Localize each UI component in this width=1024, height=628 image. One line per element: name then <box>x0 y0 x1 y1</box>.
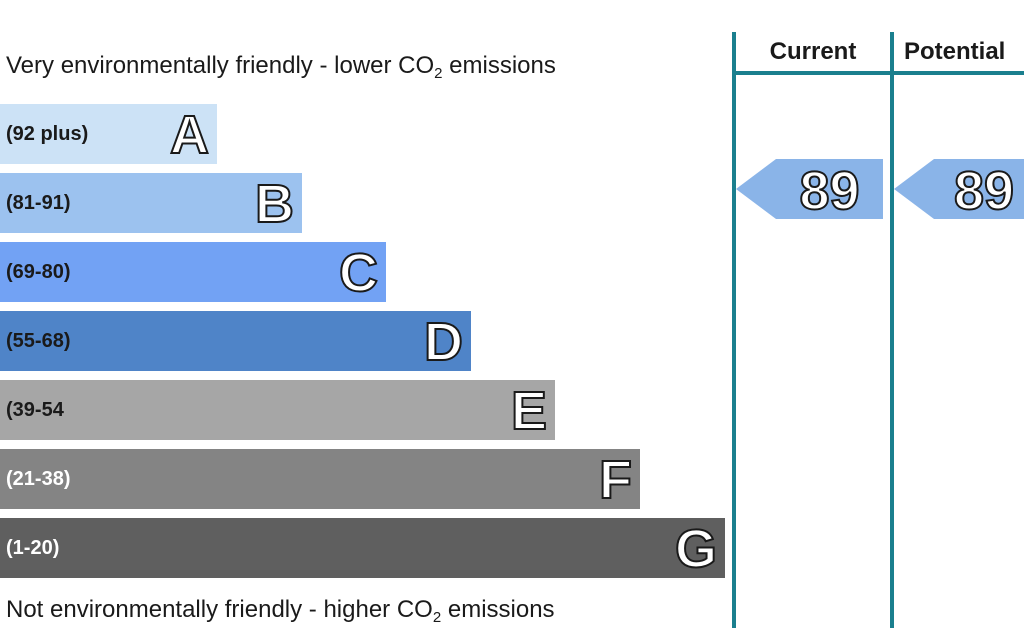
band-range-label: (21-38) <box>6 468 71 490</box>
band-range-label: (1-20) <box>6 537 60 559</box>
band-letter: E <box>510 380 548 442</box>
current-column-header: Current <box>769 38 857 65</box>
column-divider-middle <box>890 32 894 628</box>
potential-rating-value: 89 <box>953 160 1015 221</box>
band-range-label: (39-54 <box>6 399 64 421</box>
band-b: (81-91) B <box>0 173 302 235</box>
band-letter: B <box>254 173 295 235</box>
band-c: (69-80) C <box>0 242 386 304</box>
band-range-label: (69-80) <box>6 261 71 283</box>
band-letter: F <box>598 449 633 511</box>
band-d: (55-68) D <box>0 311 471 373</box>
band-range-label: (55-68) <box>6 330 71 352</box>
band-range-label: (81-91) <box>6 192 71 214</box>
band-letter: C <box>338 242 379 304</box>
top-caption: Very environmentally friendly - lower CO… <box>6 52 556 82</box>
band-e: (39-54 E <box>0 380 555 442</box>
bottom-caption: Not environmentally friendly - higher CO… <box>6 596 555 626</box>
band-g: (1-20) G <box>0 518 725 580</box>
potential-rating-indicator: 89 <box>894 159 1024 219</box>
current-rating-indicator: 89 <box>736 159 883 219</box>
band-a: (92 plus) A <box>0 104 217 166</box>
column-divider-left <box>732 32 736 628</box>
band-letter: G <box>674 518 718 580</box>
band-letter: A <box>169 104 210 166</box>
current-rating-value: 89 <box>798 160 860 221</box>
header-underline <box>732 71 1024 75</box>
band-range-label: (92 plus) <box>6 123 89 145</box>
band-letter: D <box>423 311 464 373</box>
band-f: (21-38) F <box>0 449 640 511</box>
potential-column-header: Potential <box>904 38 1006 65</box>
